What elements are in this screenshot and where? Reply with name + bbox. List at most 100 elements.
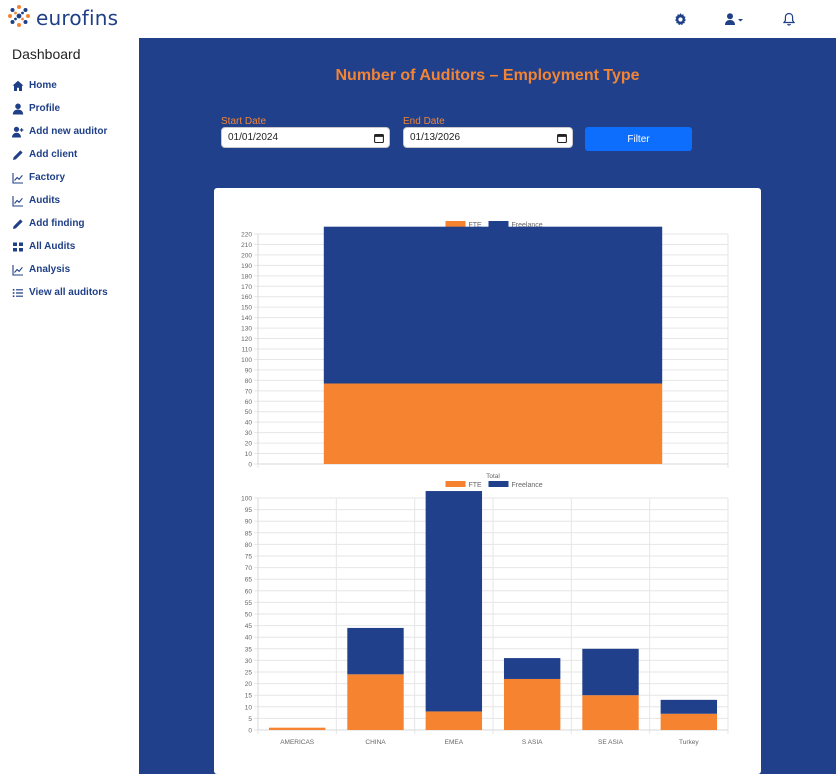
x-tick-label: Total <box>486 473 500 480</box>
y-tick-label: 55 <box>245 600 253 607</box>
bar-fte-se-asia[interactable] <box>582 695 639 730</box>
bar-fte-s-asia[interactable] <box>503 678 561 730</box>
legend-swatch-freelance[interactable] <box>488 221 509 227</box>
y-tick-label: 80 <box>245 378 253 385</box>
x-tick-label: Turkey <box>679 739 699 746</box>
sidebar-item-factory[interactable]: Factory <box>12 166 137 189</box>
y-tick-label: 90 <box>245 367 253 374</box>
calendar-icon[interactable] <box>369 133 389 143</box>
legend-swatch-fte[interactable] <box>445 481 466 487</box>
y-tick-label: 160 <box>241 294 252 301</box>
line-chart-icon <box>12 172 24 184</box>
end-date-value: 01/13/2026 <box>410 132 461 143</box>
y-tick-label: 30 <box>245 658 253 665</box>
bar-fte-china[interactable] <box>347 674 404 730</box>
y-tick-label: 50 <box>245 612 253 619</box>
start-date-input[interactable]: 01/01/2024 <box>221 127 390 148</box>
sidebar-item-analysis[interactable]: Analysis <box>12 258 137 281</box>
y-tick-label: 110 <box>242 347 253 354</box>
x-tick-label: CHINA <box>365 739 386 746</box>
end-date-input[interactable]: 01/13/2026 <box>403 127 573 148</box>
y-tick-label: 65 <box>245 577 253 584</box>
sidebar-item-label: Add finding <box>29 218 85 229</box>
main-content: Number of Auditors – Employment Type Sta… <box>139 38 836 774</box>
gear-icon[interactable] <box>674 9 687 29</box>
sidebar-item-view-all-auditors[interactable]: View all auditors <box>12 281 137 304</box>
bell-icon[interactable] <box>783 9 795 29</box>
logo-text: eurofins <box>36 6 119 30</box>
logo[interactable]: eurofins <box>7 4 118 32</box>
x-tick-label: EMEA <box>445 739 464 746</box>
user-icon <box>12 103 24 115</box>
end-date-label: End Date <box>403 116 445 127</box>
y-tick-label: 40 <box>245 635 253 642</box>
start-date-label: Start Date <box>221 116 267 127</box>
sidebar-item-audits[interactable]: Audits <box>12 189 137 212</box>
bar-freelance-total[interactable] <box>323 226 663 384</box>
y-tick-label: 95 <box>245 507 253 514</box>
sidebar-nav: Home Profile Add new auditor Add client Fact… <box>12 74 137 304</box>
legend-swatch-fte[interactable] <box>445 221 466 227</box>
y-tick-label: 75 <box>245 554 253 561</box>
sidebar-title: Dashboard <box>12 46 81 62</box>
legend-label[interactable]: FTE <box>469 482 483 489</box>
y-tick-label: 5 <box>248 716 252 723</box>
y-tick-label: 220 <box>241 232 252 239</box>
y-tick-label: 25 <box>245 670 253 677</box>
legend-label[interactable]: Freelance <box>512 222 543 229</box>
calendar-icon[interactable] <box>552 133 572 143</box>
bar-freelance-s-asia[interactable] <box>503 658 561 679</box>
chart-card: FTE Freelance 0 10 20 30 40 50 60 70 80 90 100 110 120… <box>214 188 761 774</box>
y-tick-label: 20 <box>245 681 253 688</box>
legend-swatch-freelance[interactable] <box>488 481 509 487</box>
sidebar-item-add-new-auditor[interactable]: Add new auditor <box>12 120 137 143</box>
y-tick-label: 60 <box>245 399 253 406</box>
y-tick-label: 170 <box>241 284 252 291</box>
bar-freelance-turkey[interactable] <box>660 699 718 714</box>
bar-fte-total[interactable] <box>323 383 663 465</box>
bar-freelance-emea[interactable] <box>425 491 483 712</box>
top-header: eurofins <box>0 0 836 38</box>
bar-freelance-se-asia[interactable] <box>582 648 639 696</box>
y-tick-label: 130 <box>241 326 252 333</box>
x-tick-label: S ASIA <box>522 739 543 746</box>
y-tick-label: 90 <box>245 519 253 526</box>
y-tick-label: 180 <box>241 273 252 280</box>
y-tick-label: 210 <box>241 242 252 249</box>
y-tick-label: 20 <box>245 441 253 448</box>
eurofins-logo-icon <box>7 4 31 33</box>
sidebar-item-all-audits[interactable]: All Audits <box>12 235 137 258</box>
legend-label[interactable]: FTE <box>469 222 483 229</box>
y-tick-label: 40 <box>245 420 253 427</box>
y-tick-label: 10 <box>245 704 253 711</box>
y-tick-label: 45 <box>245 623 253 630</box>
y-tick-label: 0 <box>248 462 252 469</box>
pencil-icon <box>12 218 24 230</box>
sidebar-item-add-client[interactable]: Add client <box>12 143 137 166</box>
user-menu-icon[interactable] <box>725 9 745 29</box>
sidebar-item-label: Audits <box>29 195 61 206</box>
x-tick-label: SE ASIA <box>598 739 624 746</box>
y-tick-label: 50 <box>245 409 253 416</box>
sidebar-item-profile[interactable]: Profile <box>12 97 137 120</box>
sidebar-item-label: View all auditors <box>29 287 108 298</box>
y-tick-label: 10 <box>245 451 253 458</box>
sidebar-item-add-finding[interactable]: Add finding <box>12 212 137 235</box>
filter-button[interactable]: Filter <box>585 127 692 151</box>
page-title: Number of Auditors – Employment Type <box>335 67 640 84</box>
bar-fte-emea[interactable] <box>425 711 483 730</box>
bar-freelance-china[interactable] <box>347 627 404 675</box>
legend-label[interactable]: Freelance <box>512 482 543 489</box>
sidebar-item-home[interactable]: Home <box>12 74 137 97</box>
y-tick-label: 100 <box>241 357 252 364</box>
home-icon <box>12 80 24 92</box>
sidebar-item-label: All Audits <box>29 241 76 252</box>
line-chart-icon <box>12 195 24 207</box>
bar-fte-americas[interactable] <box>268 727 326 730</box>
y-tick-label: 80 <box>245 542 253 549</box>
y-tick-label: 85 <box>245 530 253 537</box>
y-tick-label: 70 <box>245 565 253 572</box>
bar-fte-turkey[interactable] <box>660 713 718 730</box>
start-date-value: 01/01/2024 <box>228 132 279 143</box>
